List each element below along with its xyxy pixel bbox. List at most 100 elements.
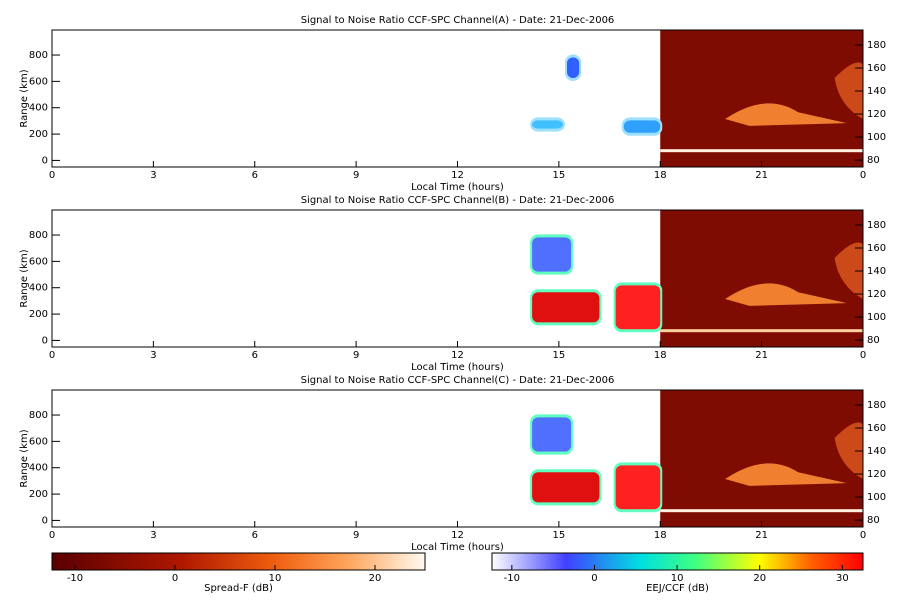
y2-tick-label: 120 (867, 109, 886, 120)
x-tick-label: 0 (860, 350, 866, 361)
y2-tick-label: 160 (867, 423, 886, 434)
x-axis-label: Local Time (hours) (411, 362, 504, 373)
y2-tick-label: 140 (867, 86, 886, 97)
y-axis-label: Range (km) (19, 69, 30, 127)
spread-f-core (532, 120, 563, 129)
panel-title: Signal to Noise Ratio CCF-SPC Channel(C)… (301, 375, 615, 386)
y2-tick-label: 180 (867, 40, 886, 51)
colorbar-tick-label: 30 (836, 573, 849, 584)
x-tick-label: 9 (353, 170, 359, 181)
x-axis-label: Local Time (hours) (411, 182, 504, 193)
eej-blob (834, 242, 863, 300)
colorbar-tick-label: -10 (504, 573, 520, 584)
y2-tick-label: 180 (867, 220, 886, 231)
y-tick-label: 400 (29, 283, 48, 294)
x-tick-label: 0 (860, 530, 866, 541)
spread-f-core (566, 57, 580, 78)
eej-blob (725, 463, 847, 486)
colorbar-label: Spread-F (dB) (204, 583, 273, 594)
colorbar-tick-label: 20 (753, 573, 766, 584)
y-tick-label: 800 (29, 50, 48, 61)
colorbar-label: EEJ/CCF (dB) (646, 583, 709, 594)
eej-background (660, 30, 863, 167)
y-tick-label: 600 (29, 256, 48, 267)
x-tick-label: 0 (49, 530, 55, 541)
eej-background (660, 390, 863, 527)
x-tick-label: 12 (451, 350, 464, 361)
colorbar-tick-label: -10 (67, 573, 83, 584)
panel-title: Signal to Noise Ratio CCF-SPC Channel(B)… (301, 195, 615, 206)
y2-tick-label: 80 (867, 155, 880, 166)
panel: Signal to Noise Ratio CCF-SPC Channel(C)… (19, 375, 886, 553)
colorbar-tick-label: 20 (369, 573, 382, 584)
colorbar (51, 552, 426, 571)
y2-tick-label: 100 (867, 132, 886, 143)
colorbar-tick-label: 0 (591, 573, 597, 584)
spread-f-core (623, 120, 661, 133)
y2-tick-label: 160 (867, 243, 886, 254)
x-tick-label: 9 (353, 530, 359, 541)
spread-f-core (532, 417, 572, 452)
x-tick-label: 3 (150, 350, 156, 361)
x-tick-label: 6 (252, 170, 258, 181)
x-tick-label: 12 (451, 530, 464, 541)
colorbar-tick-label: 10 (671, 573, 684, 584)
y-tick-label: 200 (29, 489, 48, 500)
x-tick-label: 6 (252, 350, 258, 361)
y2-tick-label: 100 (867, 492, 886, 503)
x-tick-label: 12 (451, 170, 464, 181)
eej-layer (660, 509, 863, 513)
x-tick-label: 21 (755, 350, 768, 361)
y2-tick-label: 80 (867, 515, 880, 526)
eej-layer (660, 329, 863, 333)
y2-tick-label: 120 (867, 289, 886, 300)
colorbar-tick-label: 0 (172, 573, 178, 584)
y-axis-label: Range (km) (19, 249, 30, 307)
x-tick-label: 0 (49, 170, 55, 181)
colorbar-tick-label: 10 (269, 573, 282, 584)
x-axis-label: Local Time (hours) (411, 542, 504, 553)
x-tick-label: 3 (150, 170, 156, 181)
x-tick-label: 21 (755, 530, 768, 541)
eej-layer (660, 149, 863, 153)
x-tick-label: 18 (654, 170, 667, 181)
y-tick-label: 0 (42, 335, 48, 346)
y2-tick-label: 180 (867, 400, 886, 411)
y-tick-label: 400 (29, 103, 48, 114)
y-tick-label: 0 (42, 155, 48, 166)
panel: Signal to Noise Ratio CCF-SPC Channel(A)… (19, 15, 886, 193)
x-tick-label: 9 (353, 350, 359, 361)
y-tick-label: 800 (29, 230, 48, 241)
y-tick-label: 200 (29, 129, 48, 140)
x-tick-label: 18 (654, 530, 667, 541)
y2-tick-label: 140 (867, 266, 886, 277)
y-tick-label: 0 (42, 515, 48, 526)
y-tick-label: 400 (29, 463, 48, 474)
x-tick-label: 6 (252, 530, 258, 541)
spread-f-core (615, 285, 661, 330)
spread-f-core (532, 237, 572, 272)
eej-blob (834, 422, 863, 480)
x-tick-label: 15 (553, 170, 566, 181)
spread-f-core (532, 472, 600, 503)
y2-tick-label: 120 (867, 469, 886, 480)
y2-tick-label: 100 (867, 312, 886, 323)
y2-tick-label: 140 (867, 446, 886, 457)
y-axis-label: Range (km) (19, 429, 30, 487)
x-tick-label: 21 (755, 170, 768, 181)
spread-f-core (532, 292, 600, 323)
eej-blob (725, 103, 847, 126)
y2-tick-label: 80 (867, 335, 880, 346)
y2-tick-label: 160 (867, 63, 886, 74)
x-tick-label: 15 (553, 530, 566, 541)
y-tick-label: 600 (29, 436, 48, 447)
x-tick-label: 15 (553, 350, 566, 361)
panel: Signal to Noise Ratio CCF-SPC Channel(B)… (19, 195, 886, 373)
x-tick-label: 3 (150, 530, 156, 541)
x-tick-label: 0 (49, 350, 55, 361)
x-tick-label: 0 (860, 170, 866, 181)
x-tick-label: 18 (654, 350, 667, 361)
spread-f-core (615, 465, 661, 510)
eej-blob (725, 283, 847, 306)
